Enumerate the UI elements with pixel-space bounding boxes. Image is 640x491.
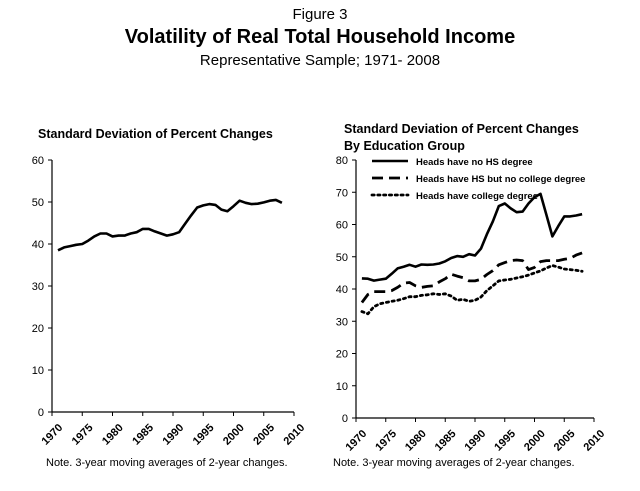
chart-title: Standard Deviation of Percent Changes xyxy=(344,122,579,136)
y-tick-label: 20 xyxy=(32,323,44,335)
chart-subtitle: By Education Group xyxy=(344,139,465,153)
figure-subtitle: Representative Sample; 1971- 2008 xyxy=(199,52,441,69)
x-tick-label: 2005 xyxy=(552,428,578,454)
x-tick-label: 1985 xyxy=(130,422,156,448)
legend-label-2: Heads have HS but no college degree xyxy=(416,174,585,185)
chart-note: Note. 3-year moving averages of 2-year c… xyxy=(46,457,288,469)
y-tick-label: 70 xyxy=(336,187,348,199)
y-tick-label: 60 xyxy=(336,220,348,232)
x-tick-label: 2000 xyxy=(221,422,247,448)
x-tick-label: 1985 xyxy=(433,428,459,454)
y-tick-label: 0 xyxy=(342,413,348,425)
series-line-2 xyxy=(360,251,583,304)
y-tick-label: 40 xyxy=(32,239,44,251)
y-tick-label: 30 xyxy=(32,281,44,293)
y-tick-label: 20 xyxy=(336,349,348,361)
x-tick-label: 1995 xyxy=(191,422,217,448)
x-tick-label: 1975 xyxy=(70,422,96,448)
x-tick-label: 1970 xyxy=(40,422,66,448)
y-tick-label: 0 xyxy=(38,407,44,419)
x-tick-label: 1975 xyxy=(373,428,399,454)
chart-1: Standard Deviation of Percent Changes 0 10… xyxy=(32,127,308,469)
figure-number: Figure 3 xyxy=(292,6,348,23)
y-tick-label: 10 xyxy=(32,365,44,377)
series-line-1 xyxy=(361,192,583,282)
x-tick-label: 1970 xyxy=(344,428,370,454)
x-tick-label: 1980 xyxy=(100,422,126,448)
y-tick-label: 50 xyxy=(336,252,348,264)
x-tick-label: 1990 xyxy=(161,422,187,448)
y-tick-label: 80 xyxy=(336,155,348,167)
legend-label-3: Heads have college degree xyxy=(416,191,538,202)
y-tick-label: 50 xyxy=(32,197,44,209)
x-tick-label: 2000 xyxy=(522,428,548,454)
chart-title: Standard Deviation of Percent Changes xyxy=(38,127,273,141)
x-tick-label: 2005 xyxy=(251,422,277,448)
x-tick-label: 1995 xyxy=(492,428,518,454)
chart-note: Note. 3-year moving averages of 2-year c… xyxy=(333,457,575,469)
series-line-1 xyxy=(57,198,283,252)
figure-title: Volatility of Real Total Household Incom… xyxy=(124,26,516,48)
chart-2: Standard Deviation of Percent Changes By … xyxy=(333,122,607,469)
y-tick-label: 60 xyxy=(32,155,44,167)
legend: Heads have no HS degree Heads have HS but… xyxy=(370,157,585,202)
x-tick-label: 1990 xyxy=(463,428,489,454)
y-tick-label: 40 xyxy=(336,284,348,296)
legend-label-1: Heads have no HS degree xyxy=(416,157,533,168)
y-tick-label: 30 xyxy=(336,316,348,328)
series-line-3 xyxy=(360,264,584,316)
x-tick-label: 1980 xyxy=(403,428,429,454)
y-tick-label: 10 xyxy=(336,381,348,393)
x-tick-label: 2010 xyxy=(582,428,608,454)
x-tick-label: 2010 xyxy=(282,422,308,448)
